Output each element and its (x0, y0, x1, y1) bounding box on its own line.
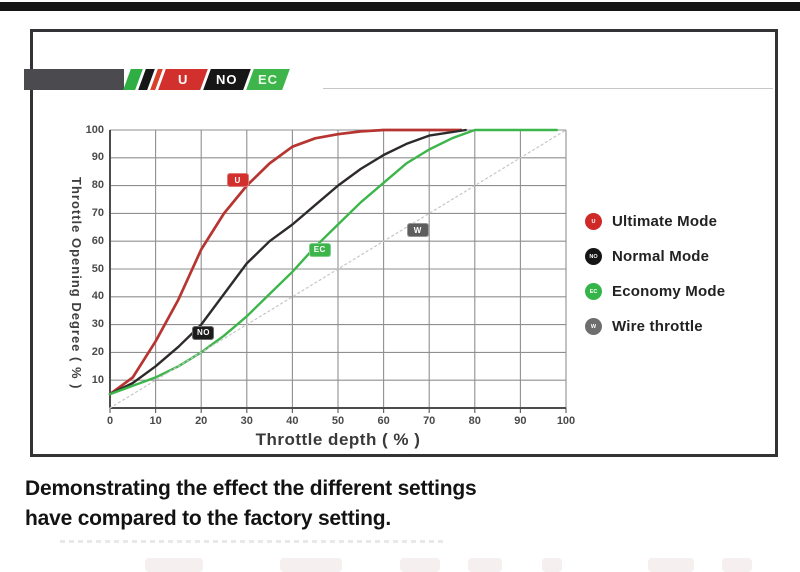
cropped-blob (542, 558, 562, 572)
curve-badge-w: W (406, 223, 429, 238)
caption: Demonstrating the effect the different s… (25, 474, 477, 534)
x-tick-label: 60 (377, 415, 390, 427)
legend-item-ultimate-mode: U Ultimate Mode (585, 212, 725, 231)
logo-gray-bar (24, 69, 124, 90)
y-tick-label: 90 (91, 151, 104, 164)
brand-logo: U NO EC (24, 69, 290, 90)
top-border-rule (0, 2, 800, 11)
caption-line-1: Demonstrating the effect the different s… (25, 477, 477, 500)
logo-segment-no: NO (203, 69, 251, 90)
x-tick-label: 0 (106, 415, 114, 427)
legend-dot-icon: EC (585, 283, 602, 300)
x-tick-label: 80 (468, 415, 481, 427)
legend-dot-icon: U (585, 213, 602, 230)
curve-badge-ec: EC (308, 242, 331, 257)
y-tick-label: 30 (91, 318, 104, 331)
y-tick-label: 100 (85, 123, 104, 136)
chart-legend: U Ultimate Mode NO Normal Mode EC Economy Mod… (585, 212, 725, 352)
legend-item-normal-mode: NO Normal Mode (585, 247, 725, 266)
x-tick-label: 50 (331, 415, 345, 427)
legend-label: Normal Mode (612, 248, 710, 265)
y-tick-label: 70 (91, 206, 104, 219)
y-tick-label: 60 (91, 234, 104, 247)
x-tick-label: 30 (240, 415, 253, 427)
cropped-blob (722, 558, 752, 572)
legend-label: Ultimate Mode (612, 213, 718, 230)
plot-area: U NO EC W (108, 128, 567, 413)
legend-label: Economy Mode (612, 283, 726, 300)
logo-segment-ec: EC (246, 69, 290, 90)
x-tick-label: 100 (556, 415, 576, 427)
y-tick-label: 80 (91, 179, 104, 192)
cropped-content-speckle (60, 540, 445, 543)
caption-line-2: have compared to the factory setting. (25, 506, 392, 530)
cropped-blob (280, 558, 342, 572)
logo-segment-u: U (158, 69, 208, 90)
legend-label: Wire throttle (612, 318, 703, 335)
x-axis-title: Throttle depth ( % ) (255, 430, 421, 449)
y-tick-label: 20 (91, 345, 104, 358)
logo-baseline-rule (323, 88, 773, 89)
cropped-blob (468, 558, 502, 572)
legend-dot-icon: W (585, 318, 602, 335)
legend-item-economy-mode: EC Economy Mode (585, 282, 725, 301)
x-tick-label: 40 (286, 415, 299, 427)
throttle-curves-chart (108, 128, 567, 413)
x-tick-label: 20 (195, 415, 208, 427)
legend-item-wire-throttle: W Wire throttle (585, 317, 725, 336)
cropped-blob (648, 558, 694, 572)
curve-badge-no: NO (192, 325, 215, 340)
x-tick-label: 10 (149, 415, 162, 427)
cropped-blob (145, 558, 203, 572)
y-tick-label: 40 (91, 290, 104, 303)
curve-badge-u: U (226, 173, 249, 188)
x-tick-label: 90 (514, 415, 527, 427)
y-axis-title: Throttle Opening Degree ( % ) (69, 176, 84, 390)
y-tick-label: 10 (91, 373, 104, 386)
y-tick-label: 50 (91, 262, 104, 275)
x-tick-label: 70 (423, 415, 436, 427)
cropped-blob (400, 558, 440, 572)
legend-dot-icon: NO (585, 248, 602, 265)
